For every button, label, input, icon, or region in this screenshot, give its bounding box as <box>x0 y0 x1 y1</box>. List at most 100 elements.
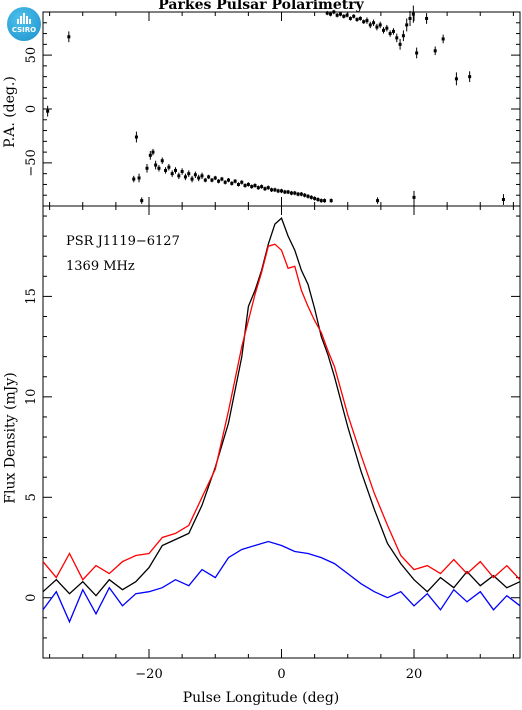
flux-y-tick-label: 0 <box>24 594 39 602</box>
pa-point <box>306 194 310 198</box>
flux-series-2-line <box>42 540 521 624</box>
pa-point <box>154 163 158 167</box>
flux-series-0-line <box>42 216 521 597</box>
pa-point <box>325 11 329 15</box>
logo-text: CSIRO <box>11 26 37 34</box>
pa-point <box>412 195 416 199</box>
pa-point <box>174 168 177 172</box>
pa-point <box>220 177 224 181</box>
csiro-logo: CSIRO <box>7 7 41 41</box>
pa-point <box>425 16 429 20</box>
pa-point <box>289 191 293 195</box>
pa-point <box>376 199 380 203</box>
flux-axis-label: Flux Density (mJy) <box>2 372 19 504</box>
pa-point <box>243 184 247 188</box>
pa-point <box>230 181 234 185</box>
pa-point <box>217 179 221 183</box>
pa-point <box>193 173 197 177</box>
figure-title: Parkes Pulsar Polarimetry <box>158 0 364 13</box>
pa-point <box>358 16 362 20</box>
pa-point <box>132 177 136 181</box>
pa-point <box>296 192 300 196</box>
pa-point <box>190 177 194 181</box>
pa-point <box>280 189 283 193</box>
pa-point <box>246 182 250 186</box>
pa-point <box>263 187 267 191</box>
pa-point <box>313 196 317 200</box>
pa-point <box>67 35 71 39</box>
pa-point <box>273 188 277 192</box>
pa-y-tick-label: 0 <box>24 105 39 113</box>
pa-point <box>223 180 227 184</box>
pa-point <box>134 135 138 139</box>
pa-point <box>345 13 349 17</box>
pa-point <box>372 21 376 25</box>
pa-point <box>355 18 359 22</box>
longitude-axis-label: Pulse Longitude (deg) <box>182 690 340 706</box>
pa-point <box>299 192 303 196</box>
pa-point <box>283 190 287 194</box>
pa-point <box>236 182 240 186</box>
pa-point <box>46 109 50 113</box>
pa-point <box>160 159 164 163</box>
pa-point <box>140 199 144 203</box>
pa-point <box>293 191 297 195</box>
pa-point <box>266 186 270 190</box>
pa-point <box>362 20 366 24</box>
flux-x-tick-label: 0 <box>277 667 285 682</box>
pa-point <box>368 23 372 27</box>
pa-point <box>501 198 505 202</box>
pa-point <box>256 186 260 190</box>
observing-frequency: 1369 MHz <box>66 259 135 274</box>
pa-point <box>329 12 333 16</box>
pa-point <box>352 14 356 18</box>
pa-point <box>164 168 168 172</box>
flux-y-tick-label: 15 <box>24 288 39 305</box>
pa-point <box>253 184 257 188</box>
pa-point <box>382 28 386 32</box>
pa-point <box>398 42 402 46</box>
pa-point <box>433 49 437 53</box>
pa-point <box>145 166 149 170</box>
pa-point <box>170 172 174 176</box>
pa-point <box>378 23 382 27</box>
pa-point <box>200 174 204 178</box>
pa-point <box>250 185 254 189</box>
pa-point <box>207 175 211 179</box>
pa-point <box>240 180 244 184</box>
pa-point <box>180 170 184 174</box>
pa-frame <box>42 11 521 207</box>
pa-point <box>323 199 327 203</box>
pa-point <box>401 34 405 38</box>
pa-point <box>183 175 187 179</box>
pa-point <box>286 190 290 194</box>
pa-point <box>395 36 399 40</box>
pa-point <box>197 176 201 180</box>
pa-point <box>177 174 181 178</box>
pa-point <box>348 16 352 20</box>
pa-point <box>388 32 392 36</box>
flux-y-tick-label: 5 <box>24 493 39 501</box>
pa-point <box>270 188 274 192</box>
pa-point <box>309 195 313 199</box>
pa-point <box>408 16 412 20</box>
pa-point <box>342 14 346 18</box>
pa-point <box>167 165 171 169</box>
pa-point <box>303 193 307 197</box>
flux-x-tick-label: −20 <box>135 667 162 682</box>
pa-point <box>316 198 320 202</box>
pa-point <box>187 172 191 176</box>
source-name: PSR J1119−6127 <box>66 234 180 249</box>
pa-point <box>411 12 415 16</box>
pa-point <box>375 25 379 29</box>
pa-point <box>441 37 445 41</box>
pa-point <box>213 176 217 180</box>
flux-x-tick-label: 20 <box>406 667 423 682</box>
pa-axis-label: P.A. (deg.) <box>1 76 18 148</box>
pa-point <box>405 23 409 27</box>
csiro-bars-icon <box>17 12 31 24</box>
pa-y-tick-label: 50 <box>24 47 39 64</box>
pa-point <box>227 178 230 182</box>
pa-point <box>335 13 339 17</box>
